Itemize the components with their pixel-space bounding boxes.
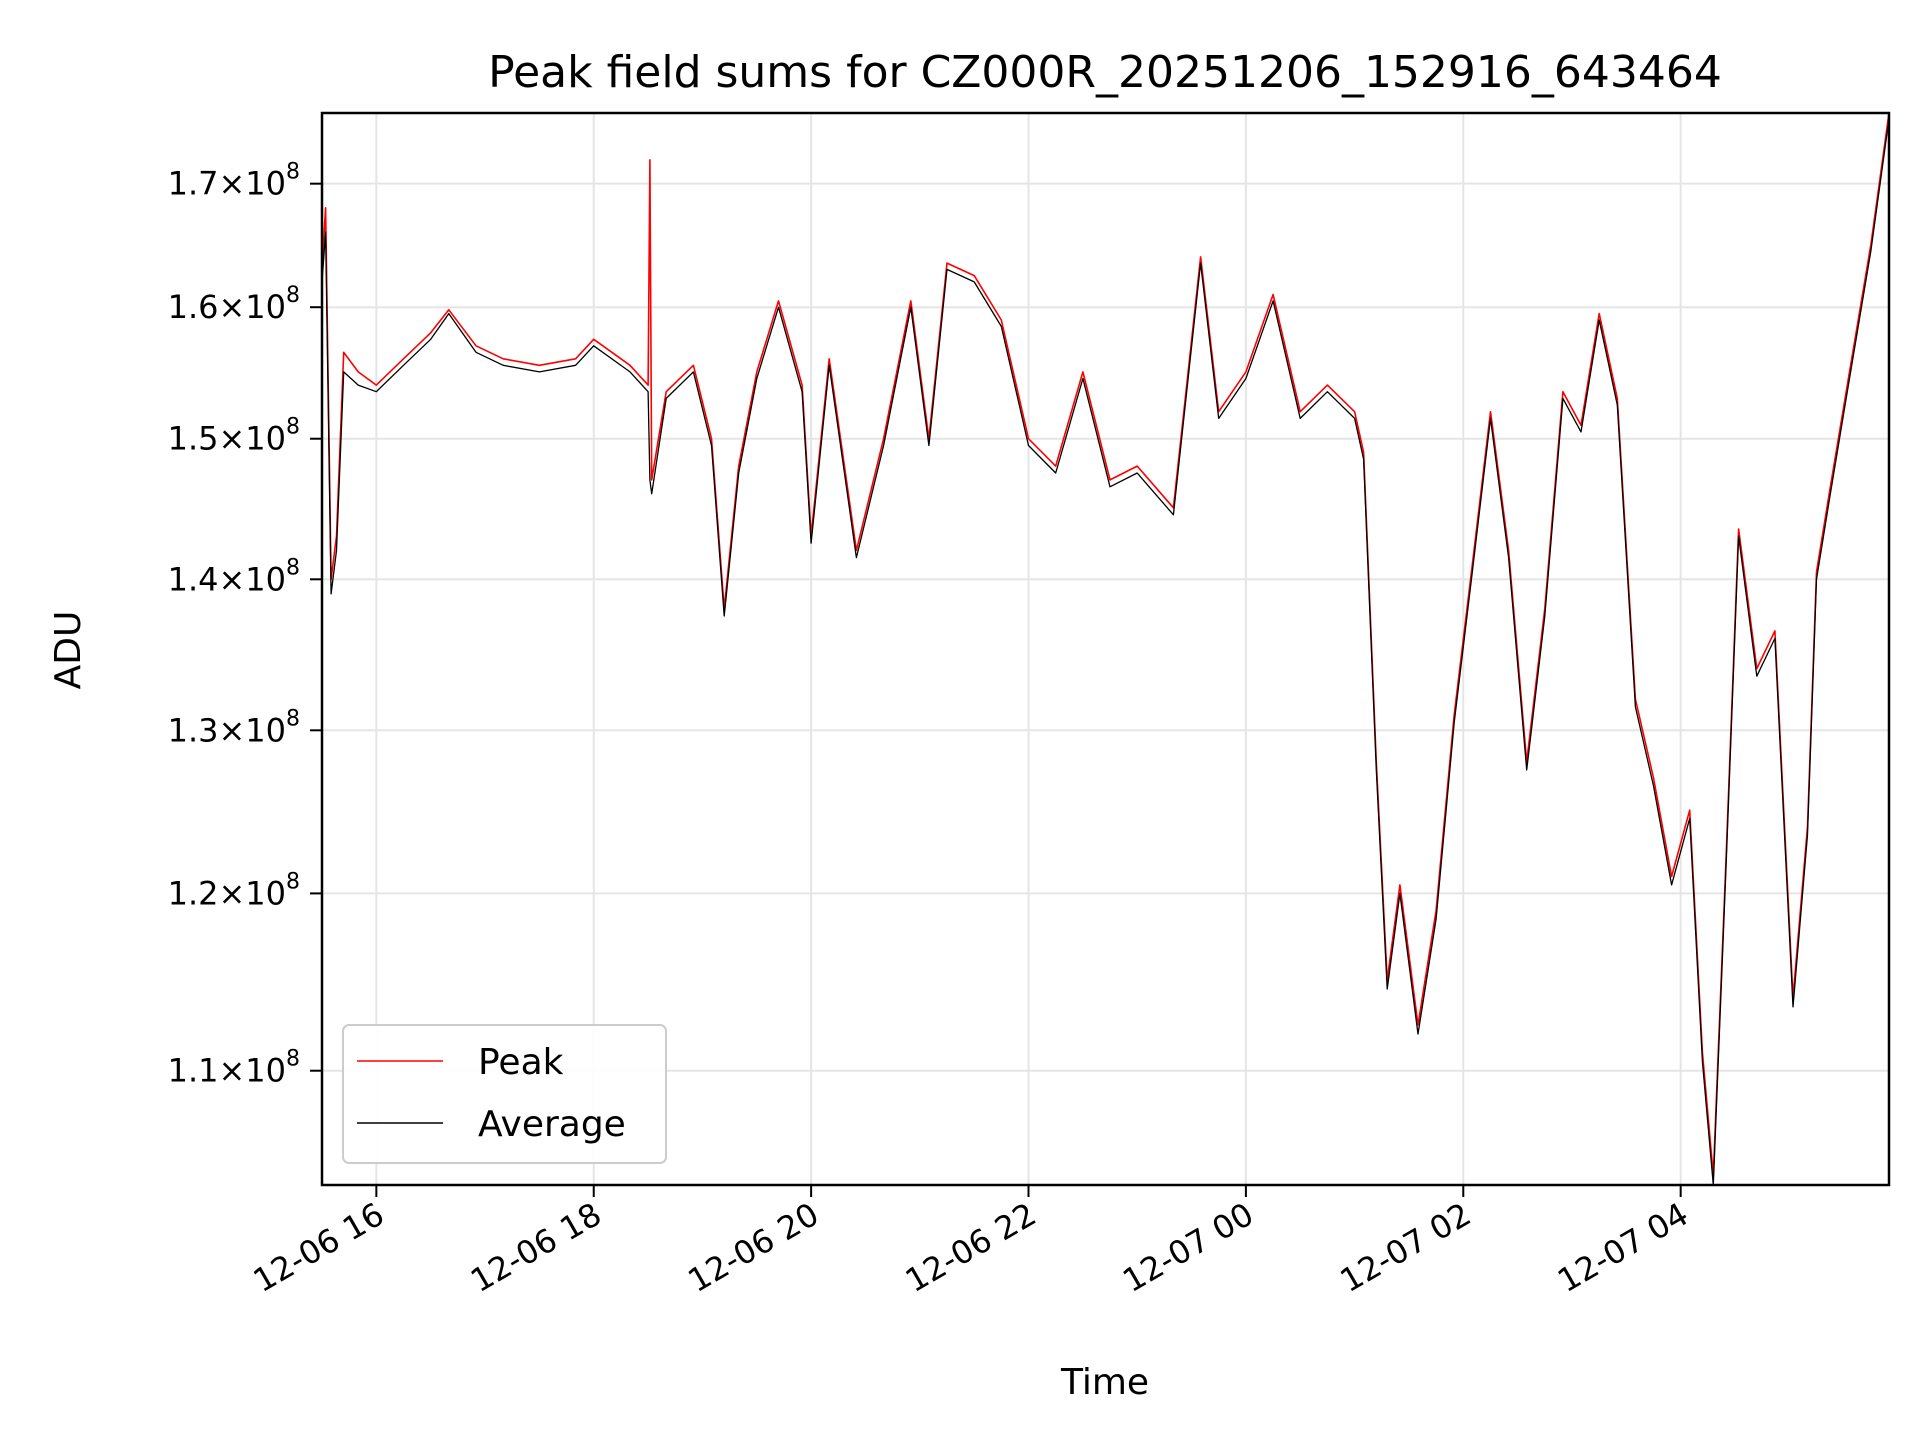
legend-label-peak: Peak [478,1042,564,1083]
legend-box [342,1024,667,1164]
y-tick-label-6: 1.7×108 [168,160,300,203]
y-axis-label: ADU [48,611,89,690]
series-layer [321,112,1890,1186]
x-tick-label-3: 12-06 22 [899,1195,1043,1300]
x-tick-label-4: 12-07 00 [1116,1195,1260,1300]
x-tick-label-5: 12-07 02 [1334,1195,1478,1300]
legend: Peak Average [342,1024,667,1164]
y-tick-label-4: 1.5×108 [168,415,300,458]
y-tick-label-5: 1.6×108 [168,283,300,326]
plot-frame [320,111,1891,1187]
legend-label-average: Average [478,1104,626,1145]
y-tick-label-3: 1.4×108 [168,555,300,598]
x-tick-label-1: 12-06 18 [464,1195,608,1300]
x-axis-ticks: 12-06 16 12-06 18 12-06 20 12-06 22 12-07 00… [247,1185,1695,1300]
x-tick-label-6: 12-07 04 [1551,1195,1695,1300]
y-tick-label-1: 1.2×108 [168,869,300,912]
x-axis-label: Time [1060,1362,1149,1403]
series-line-peak [321,112,1890,1176]
y-tick-label-0: 1.1×108 [168,1047,300,1090]
x-tick-label-2: 12-06 20 [682,1195,826,1300]
y-axis-ticks: 1.1×108 1.2×108 1.3×108 1.4×108 1.5×108 1.6×1… [168,160,322,1090]
x-tick-label-0: 12-06 16 [247,1195,391,1300]
chart-title: Peak field sums for CZ000R_20251206_1529… [488,47,1722,98]
series-line-average [321,118,1890,1186]
y-tick-label-2: 1.3×108 [168,706,300,749]
